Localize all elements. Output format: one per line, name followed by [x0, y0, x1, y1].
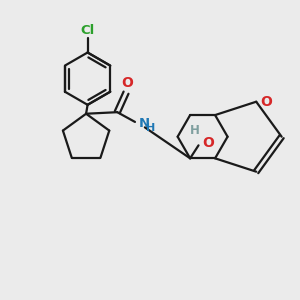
Text: H: H — [146, 124, 155, 134]
Text: O: O — [260, 95, 272, 109]
Text: H: H — [190, 124, 200, 137]
Text: N: N — [139, 117, 150, 130]
Text: O: O — [202, 136, 214, 150]
Text: Cl: Cl — [80, 24, 95, 37]
Text: O: O — [121, 76, 133, 90]
